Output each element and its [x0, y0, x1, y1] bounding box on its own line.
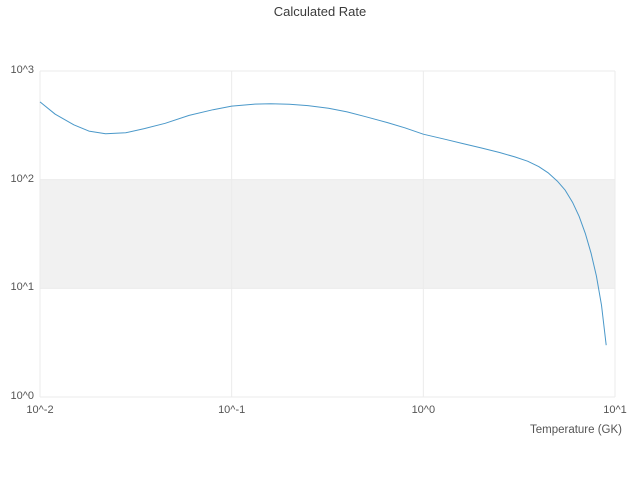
x-tick-label: 10^-2 — [26, 404, 54, 416]
x-axis-label: Temperature (GK) — [529, 424, 622, 436]
y-tick-label: 10^3 — [10, 64, 34, 76]
y-tick-label: 10^1 — [10, 281, 34, 294]
y-tick-label: 10^2 — [10, 172, 34, 185]
x-tick-label: 10^0 — [411, 404, 436, 416]
y-tick-label: 10^0 — [10, 390, 34, 402]
rate-line — [39, 101, 607, 346]
x-tick-label: 10^-1 — [218, 404, 246, 416]
chart-title: Calculated Rate — [273, 4, 367, 19]
shaded-band — [40, 179, 615, 289]
x-tick-label: 10^1 — [603, 404, 627, 416]
